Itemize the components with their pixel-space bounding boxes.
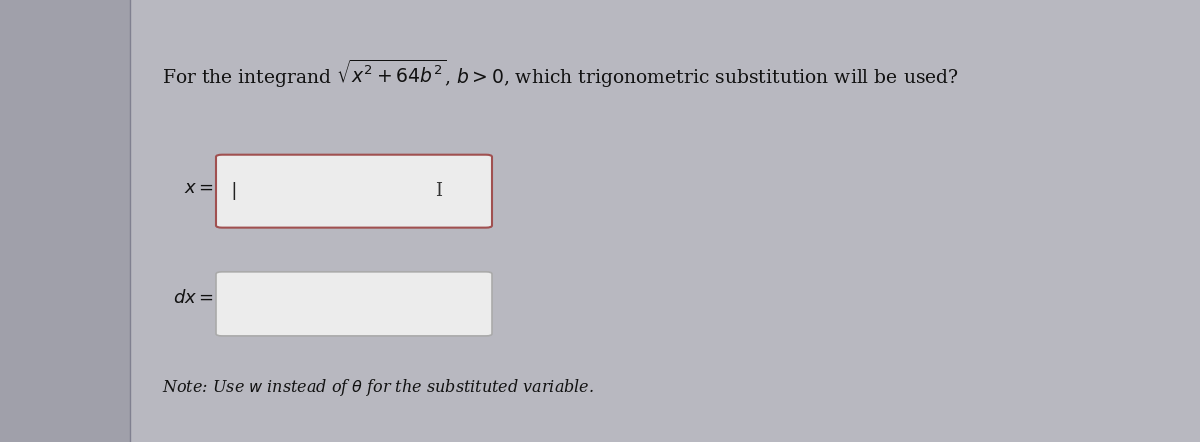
FancyBboxPatch shape xyxy=(216,272,492,336)
Text: For the integrand $\sqrt{x^2 + 64b^2}$, $b > 0$, which trigonometric substitutio: For the integrand $\sqrt{x^2 + 64b^2}$, … xyxy=(162,57,959,90)
Text: I: I xyxy=(434,182,442,200)
Text: $x =$: $x =$ xyxy=(184,179,214,197)
Text: |: | xyxy=(228,182,239,200)
Text: Note: Use $w$ instead of $\theta$ for the substituted variable.: Note: Use $w$ instead of $\theta$ for th… xyxy=(162,377,594,398)
FancyBboxPatch shape xyxy=(0,0,130,442)
Text: $dx =$: $dx =$ xyxy=(173,290,214,307)
FancyBboxPatch shape xyxy=(216,155,492,228)
